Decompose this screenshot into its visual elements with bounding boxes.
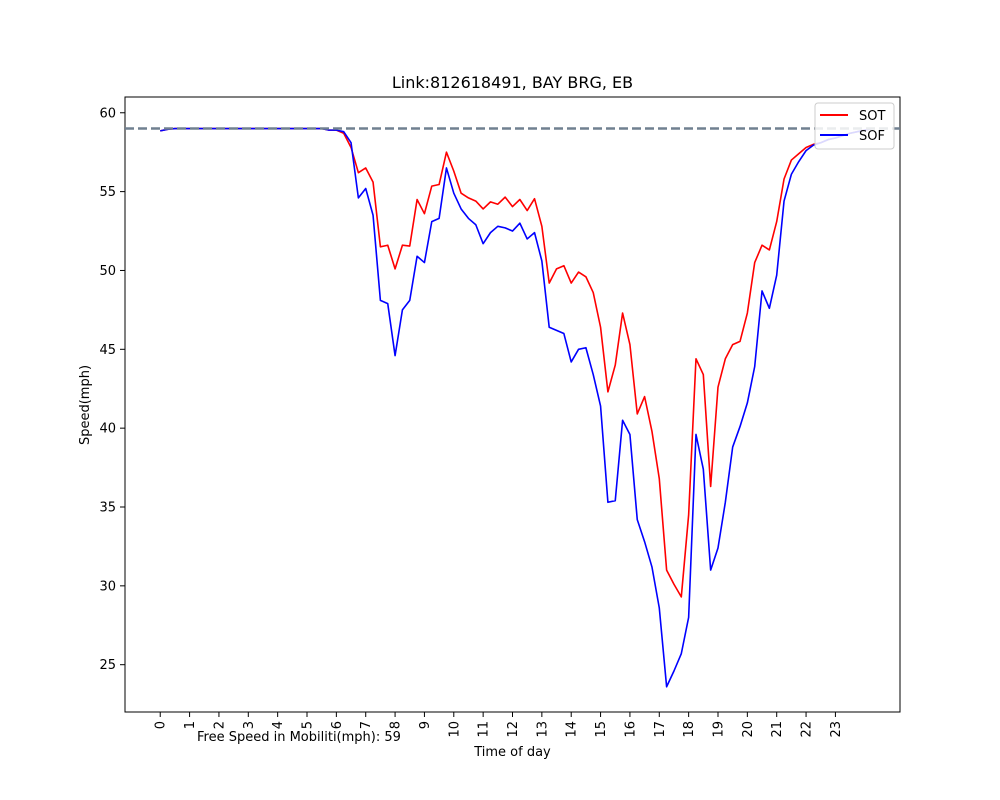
x-tick-label: 9 xyxy=(418,721,433,729)
plot-frame xyxy=(124,96,901,713)
y-tick-label: 25 xyxy=(99,658,116,673)
free-speed-annotation: Free Speed in Mobiliti(mph): 59 xyxy=(197,730,401,745)
y-tick-label: 45 xyxy=(99,343,116,358)
legend: SOT SOF xyxy=(814,102,895,150)
legend-label-sot: SOT xyxy=(859,109,885,124)
x-tick-label: 2 xyxy=(212,721,227,729)
y-tick-label: 40 xyxy=(99,422,116,437)
x-tick-label: 19 xyxy=(711,721,726,738)
x-tick-label: 15 xyxy=(594,721,609,738)
x-tick-label: 5 xyxy=(301,721,316,729)
x-tick-label: 20 xyxy=(741,721,756,738)
x-tick-label: 23 xyxy=(829,721,844,738)
y-tick-label: 55 xyxy=(99,185,116,200)
x-tick-label: 12 xyxy=(506,721,521,738)
x-tick-label: 17 xyxy=(653,721,668,738)
x-tick-label: 10 xyxy=(447,721,462,738)
x-tick-label: 7 xyxy=(359,721,374,729)
axis-ticks: 0 1 2 3 4 5 6 7 8 9 10 11 12 13 14 15 16 17 18 19 20 21 22 2325… xyxy=(99,106,843,737)
x-tick-label: 16 xyxy=(623,721,638,738)
legend-label-sof: SOF xyxy=(859,129,885,144)
x-tick-label: 4 xyxy=(271,721,286,729)
series-line-sof xyxy=(160,127,873,688)
plot-area xyxy=(124,96,901,713)
y-tick-label: 35 xyxy=(99,501,116,516)
x-tick-label: 6 xyxy=(330,721,345,729)
x-tick-label: 18 xyxy=(682,721,697,738)
y-tick-label: 50 xyxy=(99,264,116,279)
x-tick-label: 21 xyxy=(770,721,785,738)
x-tick-label: 11 xyxy=(477,721,492,738)
x-tick-label: 8 xyxy=(389,721,404,729)
y-tick-label: 30 xyxy=(99,579,116,594)
x-tick-label: 22 xyxy=(800,721,815,738)
y-axis-label: Speed(mph) xyxy=(78,365,93,445)
y-tick-label: 60 xyxy=(99,106,116,121)
x-tick-label: 14 xyxy=(565,721,580,738)
x-tick-label: 13 xyxy=(535,721,550,738)
x-tick-label: 1 xyxy=(183,721,198,729)
chart-title: Link:812618491, BAY BRG, EB xyxy=(392,73,633,92)
x-axis-label: Time of day xyxy=(473,745,551,760)
x-tick-label: 0 xyxy=(154,721,169,729)
x-tick-label: 3 xyxy=(242,721,257,729)
